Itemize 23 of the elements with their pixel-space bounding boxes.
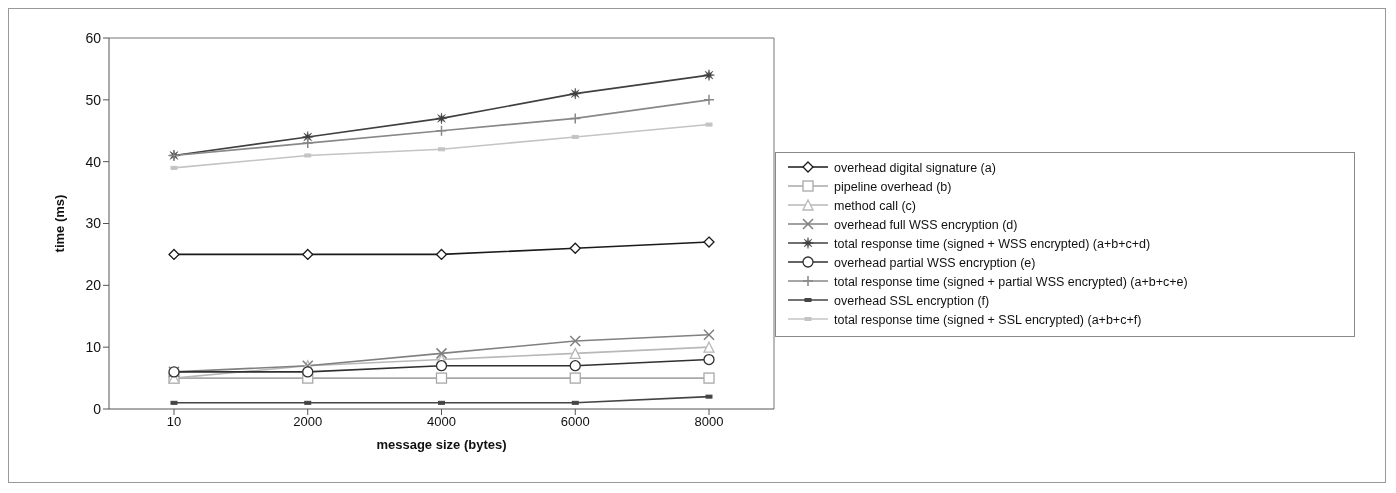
y-axis-title: time (ms): [51, 194, 67, 253]
legend-label: overhead full WSS encryption (d): [834, 218, 1018, 232]
x-tick-label: 10: [166, 414, 182, 430]
legend-label: pipeline overhead (b): [834, 180, 952, 194]
y-tick-label: 0: [93, 400, 102, 417]
x-axis-title: message size (bytes): [376, 437, 507, 452]
legend-label: overhead SSL encryption (f): [834, 294, 990, 308]
x-tick-label: 4000: [427, 414, 456, 430]
legend-label: overhead digital signature (a): [834, 161, 996, 175]
y-tick-label: 30: [85, 215, 102, 232]
legend-label: total response time (signed + WSS encrypted) (a+b+c+d): [834, 237, 1151, 251]
legend-label: total response time (signed + SSL encrypted) (a+b+c+f): [834, 313, 1142, 327]
x-tick-label: 8000: [694, 414, 724, 430]
y-tick-label: 10: [85, 339, 102, 356]
legend-label: overhead partial WSS encryption (e): [834, 256, 1036, 270]
x-tick-label: 2000: [293, 414, 323, 430]
x-tick-label: 6000: [560, 414, 590, 430]
y-tick-label: 60: [85, 29, 102, 46]
y-tick-label: 20: [85, 277, 102, 294]
legend-label: total response time (signed + partial WSS encrypted) (a+b+c+e): [834, 275, 1188, 289]
y-tick-label: 50: [85, 91, 102, 108]
y-tick-label: 40: [85, 153, 102, 170]
legend-label: method call (c): [834, 199, 916, 213]
